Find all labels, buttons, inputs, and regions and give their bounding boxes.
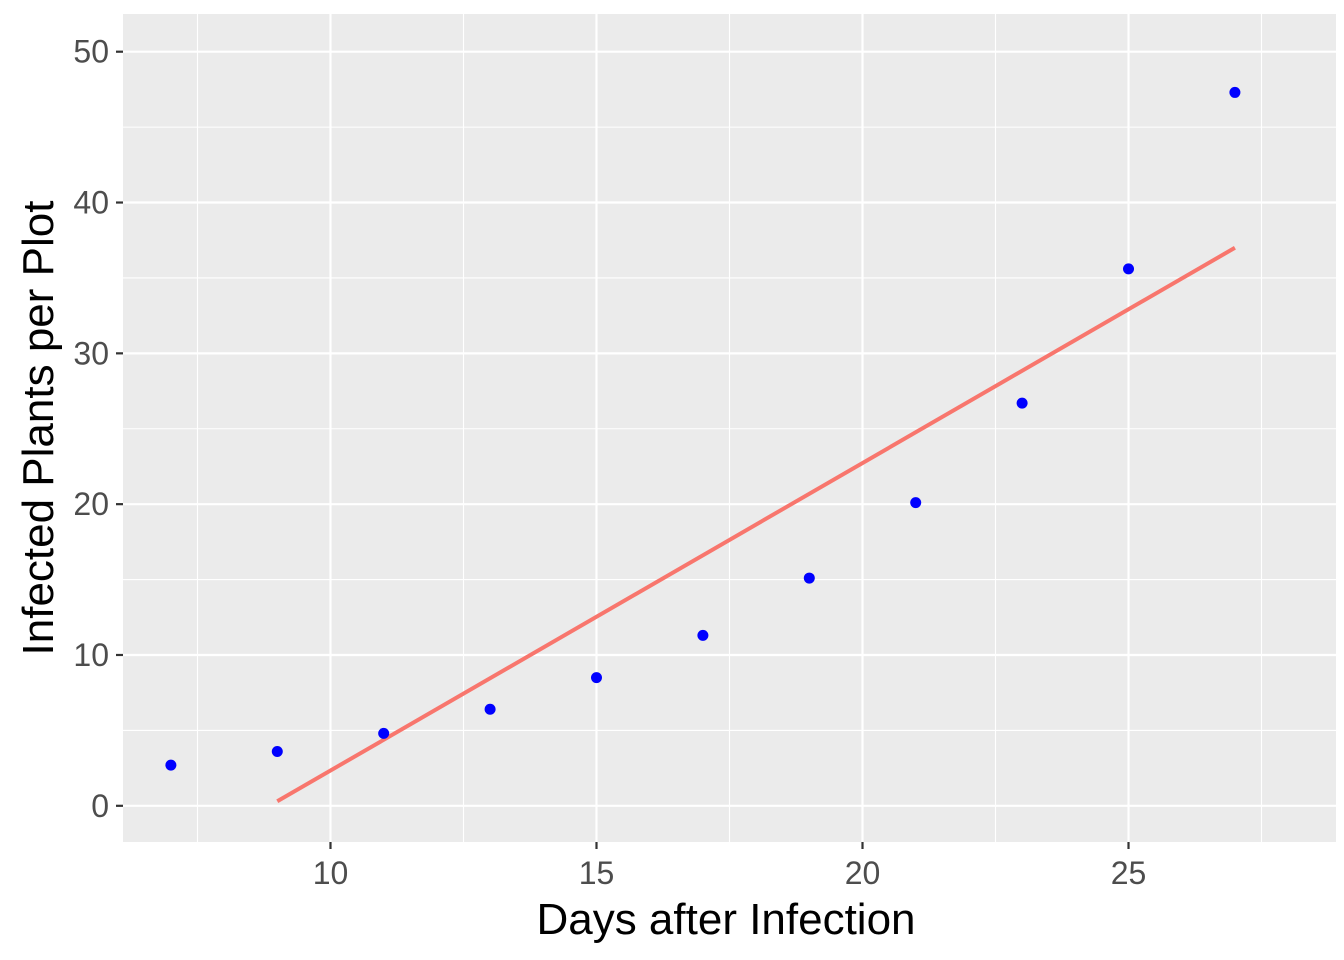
y-tick-label: 20 — [73, 486, 109, 522]
y-tick-label: 10 — [73, 637, 109, 673]
x-tick-label: 20 — [845, 855, 881, 891]
data-point — [590, 672, 602, 684]
data-point — [165, 759, 177, 771]
y-tick-label: 40 — [73, 185, 109, 221]
trend-line-layer — [276, 246, 1236, 804]
data-point — [697, 629, 709, 641]
x-axis-ticks: 10 15 20 25 — [313, 842, 1147, 891]
trend-line — [276, 246, 1236, 804]
data-point — [803, 572, 815, 584]
data-point — [378, 727, 390, 739]
x-tick-label: 10 — [313, 855, 349, 891]
x-tick-label: 15 — [579, 855, 615, 891]
y-axis-title: Infected Plants per Plot — [14, 201, 63, 656]
x-tick-label: 25 — [1111, 855, 1147, 891]
data-point — [1016, 397, 1028, 409]
data-point — [271, 746, 283, 758]
minor-gridlines — [123, 14, 1336, 842]
y-tick-label: 0 — [91, 788, 109, 824]
y-tick-label: 50 — [73, 34, 109, 70]
data-points-layer — [165, 86, 1241, 771]
data-point — [484, 703, 496, 715]
data-point — [910, 497, 922, 509]
data-point — [1123, 263, 1135, 275]
x-axis-title: Days after Infection — [536, 895, 915, 944]
major-gridlines — [123, 14, 1336, 842]
data-point — [1229, 86, 1241, 98]
y-axis-ticks: 0 10 20 30 40 50 — [73, 34, 123, 824]
y-tick-label: 30 — [73, 335, 109, 371]
